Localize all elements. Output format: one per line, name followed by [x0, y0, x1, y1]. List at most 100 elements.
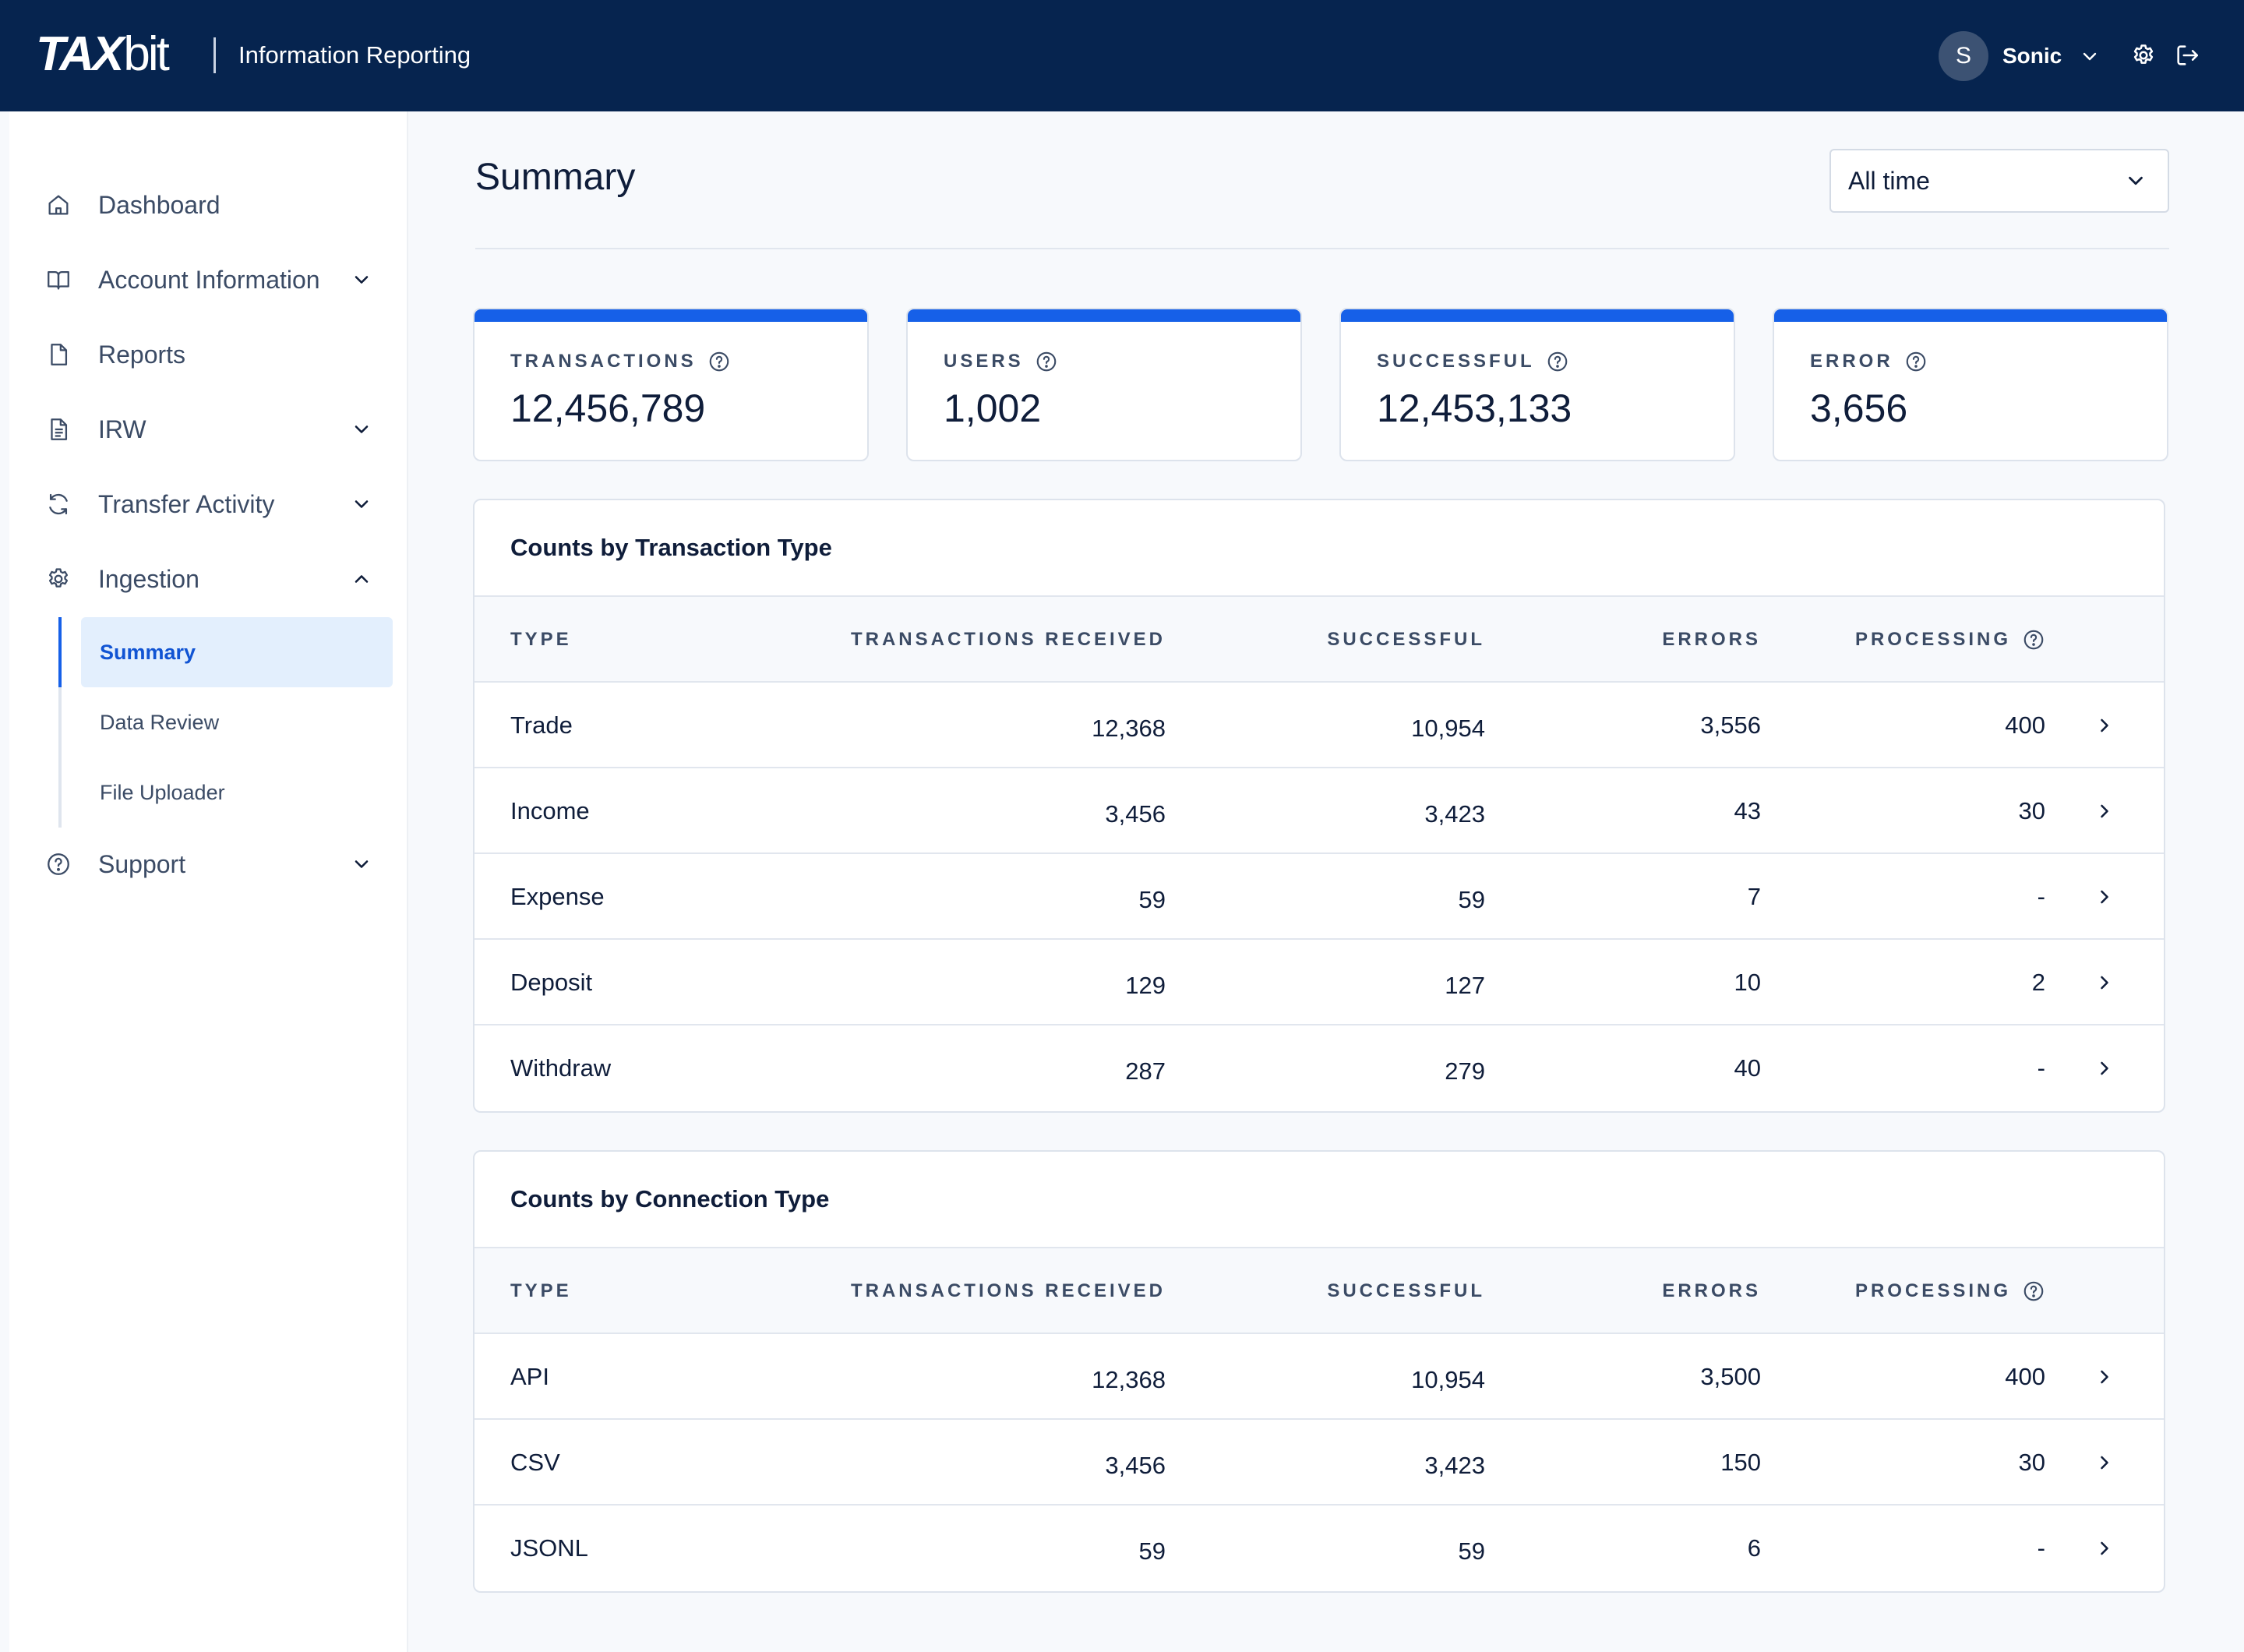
sidebar-item-irw[interactable]: IRW — [45, 408, 372, 451]
column-header-errors: ERRORS — [1662, 629, 1761, 650]
cell-received: 59 — [1138, 1537, 1166, 1565]
cell-type: JSONL — [510, 1534, 588, 1562]
cell-received: 129 — [1125, 972, 1166, 999]
help-icon[interactable] — [1893, 350, 1928, 373]
chevron-right-icon[interactable] — [2094, 1420, 2115, 1506]
chevron-down-icon — [2124, 169, 2147, 192]
sidebar-item-ingestion[interactable]: Ingestion — [45, 557, 372, 601]
sidebar-subitem-data-review[interactable]: Data Review — [100, 710, 220, 734]
chevron-up-icon — [351, 568, 372, 590]
panel-title: Counts by Transaction Type — [475, 500, 2164, 597]
cell-errors: 150 — [1720, 1449, 1761, 1476]
cell-errors: 6 — [1747, 1534, 1761, 1562]
chevron-right-icon[interactable] — [2094, 854, 2115, 940]
cell-processing: - — [2037, 1054, 2045, 1082]
cell-successful: 279 — [1445, 1057, 1485, 1085]
cell-type: Withdraw — [510, 1054, 612, 1082]
chevron-down-icon — [351, 418, 372, 440]
stat-card-users: USERS 1,002 — [906, 308, 1302, 461]
chevron-right-icon[interactable] — [2094, 1506, 2115, 1591]
help-icon[interactable] — [2011, 1280, 2045, 1303]
cell-errors: 7 — [1747, 883, 1761, 910]
help-icon[interactable] — [1024, 350, 1058, 373]
column-header-processing: PROCESSING — [1855, 597, 2045, 683]
table-header: TYPE TRANSACTIONS RECEIVED SUCCESSFUL ER… — [475, 1248, 2164, 1334]
column-header-received: TRANSACTIONS RECEIVED — [850, 629, 1166, 650]
sidebar-item-label: Ingestion — [98, 564, 199, 593]
logout-icon[interactable] — [2174, 42, 2200, 69]
stat-card-transactions: TRANSACTIONS 12,456,789 — [473, 308, 869, 461]
stat-label: TRANSACTIONS — [510, 350, 731, 373]
sidebar-item-label: IRW — [98, 415, 146, 443]
sidebar-item-transfer-activity[interactable]: Transfer Activity — [45, 482, 372, 526]
sidebar-item-label: Dashboard — [98, 190, 221, 219]
chevron-right-icon[interactable] — [2094, 768, 2115, 854]
stat-value: 1,002 — [944, 387, 1042, 430]
chevron-right-icon[interactable] — [2094, 940, 2115, 1025]
stat-value: 3,656 — [1810, 387, 1908, 430]
gear-icon[interactable] — [2130, 42, 2157, 69]
chevron-down-icon — [2080, 47, 2099, 65]
help-icon — [45, 851, 72, 877]
chevron-down-icon — [351, 493, 372, 515]
help-icon[interactable] — [2011, 628, 2045, 651]
table-row[interactable]: Income 3,456 3,423 43 30 — [475, 768, 2164, 854]
column-header-type: TYPE — [510, 1280, 572, 1301]
sidebar-item-support[interactable]: Support — [45, 842, 372, 886]
table-row[interactable]: Trade 12,368 10,954 3,556 400 — [475, 683, 2164, 768]
page-title: Summary — [475, 157, 636, 198]
file-icon — [45, 341, 72, 368]
table-row[interactable]: API 12,368 10,954 3,500 400 — [475, 1334, 2164, 1420]
cell-type: Income — [510, 797, 590, 824]
cell-type: Expense — [510, 883, 605, 910]
sidebar-item-reports[interactable]: Reports — [45, 333, 372, 376]
cell-errors: 10 — [1734, 969, 1761, 996]
cell-received: 287 — [1125, 1057, 1166, 1085]
subnav-track — [58, 617, 62, 828]
refresh-icon — [45, 491, 72, 517]
table-row[interactable]: Withdraw 287 279 40 - — [475, 1025, 2164, 1111]
panel-title: Counts by Connection Type — [475, 1152, 2164, 1248]
time-range-select[interactable]: All time — [1829, 149, 2169, 213]
card-accent — [1774, 309, 2167, 322]
stat-value: 12,453,133 — [1377, 387, 1572, 430]
stat-value: 12,456,789 — [510, 387, 706, 430]
connection-type-panel: Counts by Connection Type TYPE TRANSACTI… — [473, 1150, 2165, 1593]
chevron-right-icon[interactable] — [2094, 1334, 2115, 1420]
user-menu[interactable]: S Sonic — [1939, 31, 2099, 81]
cell-type: API — [510, 1363, 549, 1390]
sidebar-item-account-information[interactable]: Account Information — [45, 258, 372, 302]
sidebar-item-label: Transfer Activity — [98, 489, 275, 518]
top-bar: TAX bit Information Reporting S Sonic — [0, 0, 2244, 111]
stat-card-successful: SUCCESSFUL 12,453,133 — [1339, 308, 1735, 461]
cell-successful: 10,954 — [1411, 715, 1485, 742]
chevron-right-icon[interactable] — [2094, 683, 2115, 768]
product-name: Information Reporting — [238, 41, 471, 69]
cell-type: Deposit — [510, 969, 593, 996]
cell-processing: 30 — [2018, 797, 2045, 824]
column-header-type: TYPE — [510, 629, 572, 650]
stat-label: USERS — [944, 350, 1058, 373]
sidebar-subitem-file-uploader[interactable]: File Uploader — [100, 780, 225, 804]
divider — [475, 248, 2169, 249]
sidebar-item-label: Support — [98, 849, 186, 878]
column-header-processing: PROCESSING — [1855, 1248, 2045, 1334]
sidebar-item-dashboard[interactable]: Dashboard — [45, 183, 372, 227]
cell-errors: 43 — [1734, 797, 1761, 824]
sidebar-subitem-summary[interactable]: Summary — [81, 617, 393, 687]
column-header-successful: SUCCESSFUL — [1327, 629, 1485, 650]
taxbit-logo[interactable]: TAX bit — [36, 27, 170, 81]
cell-received: 59 — [1138, 886, 1166, 913]
table-row[interactable]: CSV 3,456 3,423 150 30 — [475, 1420, 2164, 1506]
help-icon[interactable] — [697, 350, 731, 373]
cell-received: 12,368 — [1092, 715, 1166, 742]
table-row[interactable]: Deposit 129 127 10 2 — [475, 940, 2164, 1025]
chevron-right-icon[interactable] — [2094, 1025, 2115, 1111]
transaction-type-panel: Counts by Transaction Type TYPE TRANSACT… — [473, 499, 2165, 1113]
table-row[interactable]: Expense 59 59 7 - — [475, 854, 2164, 940]
cell-processing: 30 — [2018, 1449, 2045, 1476]
help-icon[interactable] — [1535, 350, 1569, 373]
table-header: TYPE TRANSACTIONS RECEIVED SUCCESSFUL ER… — [475, 597, 2164, 683]
cell-received: 3,456 — [1105, 1452, 1166, 1479]
table-row[interactable]: JSONL 59 59 6 - — [475, 1506, 2164, 1591]
